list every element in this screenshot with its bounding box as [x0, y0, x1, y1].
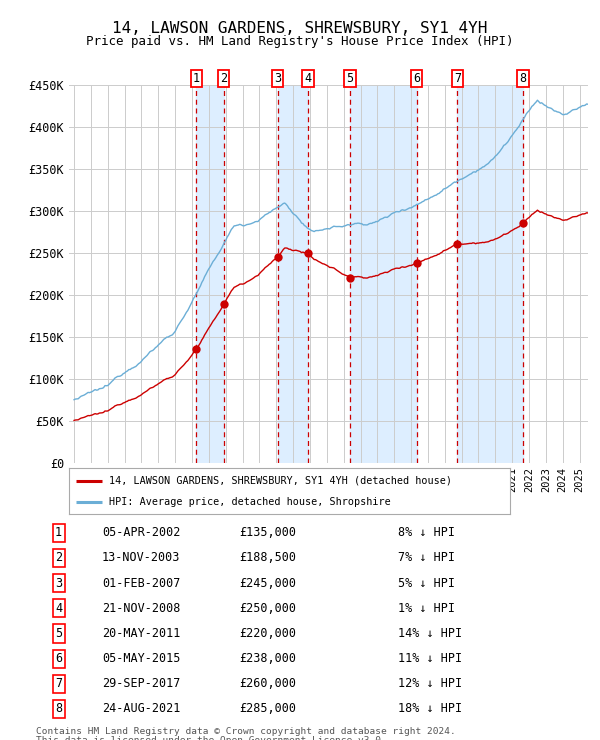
Text: 5: 5 [347, 72, 353, 85]
Text: 12% ↓ HPI: 12% ↓ HPI [398, 677, 462, 690]
Text: 8% ↓ HPI: 8% ↓ HPI [398, 526, 455, 539]
Bar [457, 85, 523, 463]
Text: 8: 8 [520, 72, 527, 85]
Text: 5% ↓ HPI: 5% ↓ HPI [398, 576, 455, 590]
Text: 4: 4 [305, 72, 311, 85]
Text: 11% ↓ HPI: 11% ↓ HPI [398, 652, 462, 665]
Text: 14% ↓ HPI: 14% ↓ HPI [398, 627, 462, 640]
Text: 01-FEB-2007: 01-FEB-2007 [102, 576, 181, 590]
Text: 14, LAWSON GARDENS, SHREWSBURY, SY1 4YH (detached house): 14, LAWSON GARDENS, SHREWSBURY, SY1 4YH … [109, 476, 452, 485]
Text: £250,000: £250,000 [240, 602, 296, 615]
Text: 20-MAY-2011: 20-MAY-2011 [102, 627, 181, 640]
Bar [278, 85, 308, 463]
Text: £188,500: £188,500 [240, 551, 296, 565]
Text: £220,000: £220,000 [240, 627, 296, 640]
Text: 05-APR-2002: 05-APR-2002 [102, 526, 181, 539]
Text: 2: 2 [220, 72, 227, 85]
Text: 6: 6 [413, 72, 421, 85]
Text: 3: 3 [274, 72, 281, 85]
Text: 5: 5 [55, 627, 62, 640]
Text: 21-NOV-2008: 21-NOV-2008 [102, 602, 181, 615]
Text: 7% ↓ HPI: 7% ↓ HPI [398, 551, 455, 565]
Text: 1: 1 [55, 526, 62, 539]
Text: Price paid vs. HM Land Registry's House Price Index (HPI): Price paid vs. HM Land Registry's House … [86, 35, 514, 48]
Text: 24-AUG-2021: 24-AUG-2021 [102, 702, 181, 716]
Text: 2: 2 [55, 551, 62, 565]
Text: 1: 1 [193, 72, 200, 85]
Text: HPI: Average price, detached house, Shropshire: HPI: Average price, detached house, Shro… [109, 497, 391, 507]
Text: £245,000: £245,000 [240, 576, 296, 590]
Text: £135,000: £135,000 [240, 526, 296, 539]
Text: 1% ↓ HPI: 1% ↓ HPI [398, 602, 455, 615]
Bar [196, 85, 224, 463]
Text: 29-SEP-2017: 29-SEP-2017 [102, 677, 181, 690]
Text: 6: 6 [55, 652, 62, 665]
Text: £238,000: £238,000 [240, 652, 296, 665]
Text: Contains HM Land Registry data © Crown copyright and database right 2024.: Contains HM Land Registry data © Crown c… [36, 727, 456, 736]
Text: £260,000: £260,000 [240, 677, 296, 690]
Text: 13-NOV-2003: 13-NOV-2003 [102, 551, 181, 565]
Bar [350, 85, 417, 463]
Text: 4: 4 [55, 602, 62, 615]
Text: 7: 7 [55, 677, 62, 690]
Text: 18% ↓ HPI: 18% ↓ HPI [398, 702, 462, 716]
Text: 14, LAWSON GARDENS, SHREWSBURY, SY1 4YH: 14, LAWSON GARDENS, SHREWSBURY, SY1 4YH [112, 21, 488, 36]
Text: 7: 7 [454, 72, 461, 85]
Text: £285,000: £285,000 [240, 702, 296, 716]
Text: 8: 8 [55, 702, 62, 716]
Text: 05-MAY-2015: 05-MAY-2015 [102, 652, 181, 665]
Text: 3: 3 [55, 576, 62, 590]
Text: This data is licensed under the Open Government Licence v3.0.: This data is licensed under the Open Gov… [36, 736, 387, 740]
